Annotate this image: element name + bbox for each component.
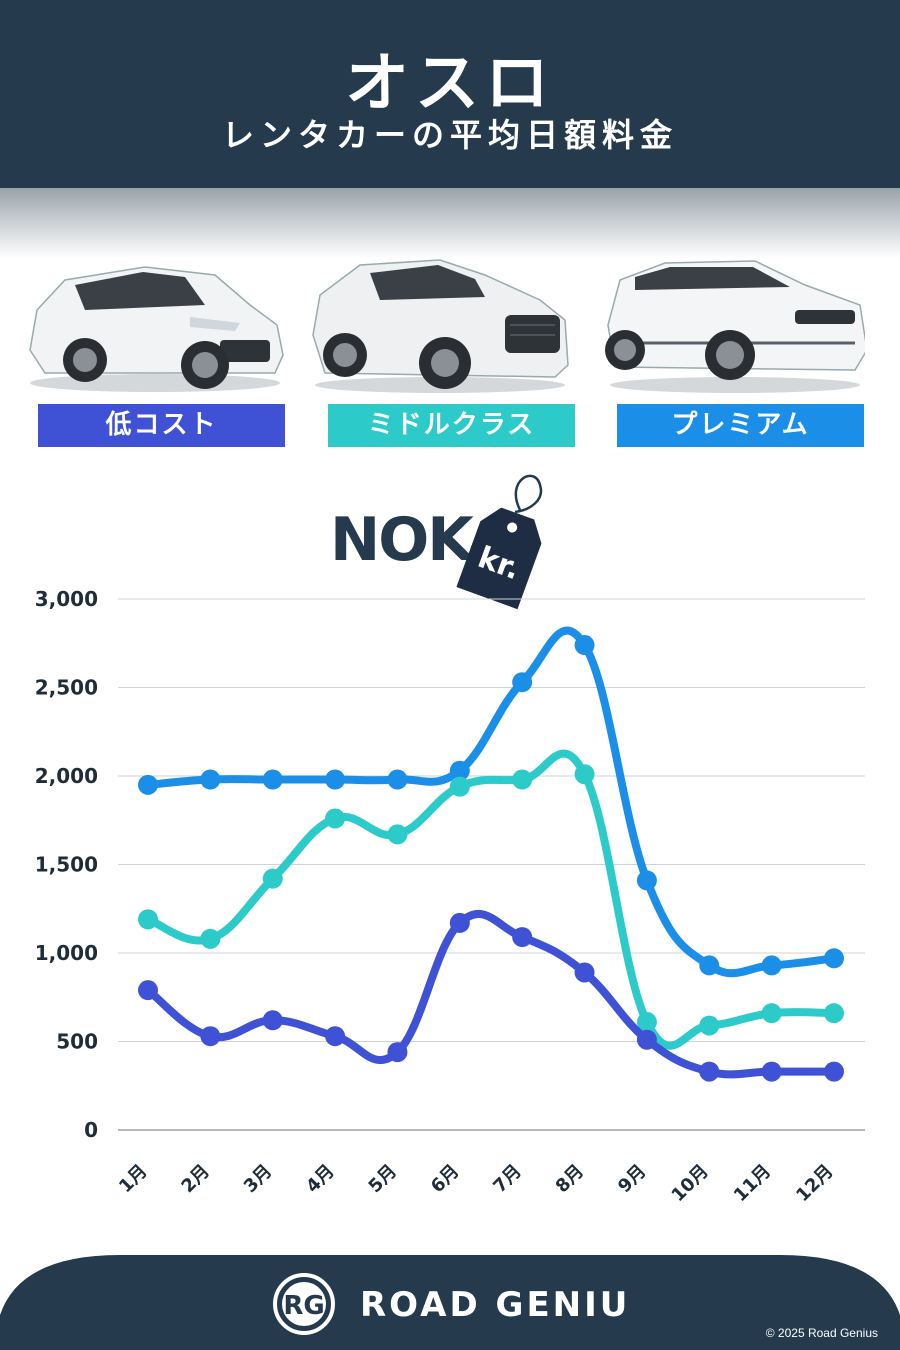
currency-label: NOK [330,505,474,575]
data-point [574,962,595,983]
data-point [138,980,158,1001]
data-point [512,672,533,693]
data-point [824,948,844,969]
data-point [200,1026,221,1047]
price-line-chart: 3,000 2,500 2,000 1,500 1,000 500 0 1月 2月 3月 4月 5月 6… [35,587,865,1206]
x-tick-label: 12月 [792,1161,837,1206]
series-line-1 [144,749,838,1050]
y-tick-label: 500 [56,1030,98,1054]
price-tag-icon: kr. [456,474,543,610]
y-tick-label: 2,500 [35,676,98,700]
legend-economy: 低コスト [38,404,285,447]
x-tick-label: 6月 [427,1161,463,1197]
header-shadow [0,188,900,258]
x-tick-label: 4月 [302,1161,338,1197]
data-point [574,635,595,656]
x-tick-label: 8月 [552,1161,588,1197]
data-point [325,1026,346,1047]
page-subtitle: レンタカーの平均日額料金 [221,116,678,154]
data-point [449,776,470,797]
data-point [325,769,346,790]
data-point [200,928,221,949]
y-tick-label: 1,500 [35,853,98,877]
data-point [824,1003,844,1024]
x-tick-label: 11月 [730,1161,775,1206]
x-tick-label: 3月 [240,1161,276,1197]
data-point [699,1061,720,1082]
x-tick-label: 10月 [668,1161,713,1206]
data-point [387,824,408,845]
data-point [512,927,533,948]
data-point [449,760,470,781]
y-tick-label: 1,000 [35,941,98,965]
midsize-suv-image [312,259,569,393]
data-point [636,1029,657,1050]
legend-midsize: ミドルクラス [328,404,575,447]
brand-logo: RG ROAD GENIUS [273,1273,632,1335]
data-point [325,808,346,829]
data-point [200,769,221,790]
page-title: オスロ [345,47,555,121]
data-point [636,1012,657,1033]
x-tick-label: 7月 [489,1161,525,1197]
footer-band [0,1255,900,1350]
data-point [449,912,470,933]
x-tick-label: 1月 [115,1161,151,1197]
series-line-2 [144,909,838,1079]
brand-name: ROAD GENIUS [360,1285,632,1325]
data-point [699,1015,720,1036]
data-point [699,955,720,976]
data-point [262,1010,283,1031]
data-point [138,909,158,930]
x-tick-label: 9月 [614,1161,650,1197]
data-point [574,764,595,785]
data-point [761,955,782,976]
data-point [824,1061,844,1082]
data-point [387,1042,408,1063]
legend-premium: プレミアム [617,404,864,447]
brand-logo-mark: RG [283,1291,324,1321]
data-point [262,868,283,889]
y-tick-label: 0 [84,1118,98,1142]
x-tick-label: 2月 [177,1161,213,1197]
data-point [512,769,533,790]
data-point [387,769,408,790]
y-tick-label: 3,000 [35,587,98,611]
y-tick-label: 2,000 [35,764,98,788]
data-point [262,769,283,790]
data-point [636,870,657,891]
premium-suv-image [605,260,865,393]
data-point [138,774,158,795]
data-point [761,1061,782,1082]
economy-car-image [29,266,284,392]
data-point [761,1003,782,1024]
header-banner [0,0,900,188]
x-tick-label: 5月 [365,1161,401,1197]
copyright-text: © 2025 Road Genius [765,1326,878,1340]
